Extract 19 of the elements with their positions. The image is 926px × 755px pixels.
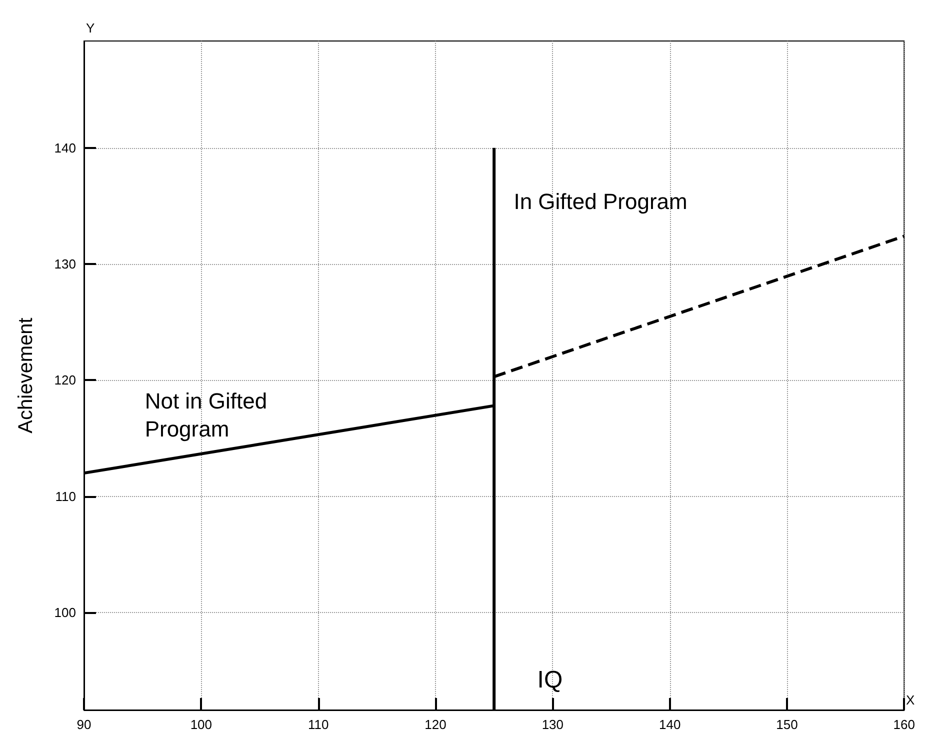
y-tick-label: 140 bbox=[54, 140, 76, 156]
text: X bbox=[906, 692, 915, 708]
x-tick-label: 160 bbox=[893, 717, 916, 732]
x-tick-label: 140 bbox=[658, 717, 681, 732]
annotation: Not in Gifted Program bbox=[144, 388, 274, 442]
x-tick-label: 130 bbox=[542, 717, 564, 732]
text: Y bbox=[86, 20, 95, 36]
x-tick-label: 90 bbox=[76, 717, 92, 732]
y-tick-label: 120 bbox=[54, 372, 76, 388]
y-tick-label: 110 bbox=[55, 488, 76, 504]
x-tick-label: 110 bbox=[308, 717, 329, 732]
x-tick-label: 100 bbox=[190, 717, 212, 732]
x-tick-label: 150 bbox=[776, 717, 798, 732]
y-tick-label: 100 bbox=[54, 604, 76, 620]
x-axis-title: IQ bbox=[537, 666, 563, 694]
y-tick-label: 130 bbox=[54, 256, 76, 272]
y-axis-title: Achievement bbox=[15, 317, 37, 434]
annotation: In Gifted Program bbox=[514, 188, 688, 214]
x-tick-label: 120 bbox=[424, 717, 446, 732]
